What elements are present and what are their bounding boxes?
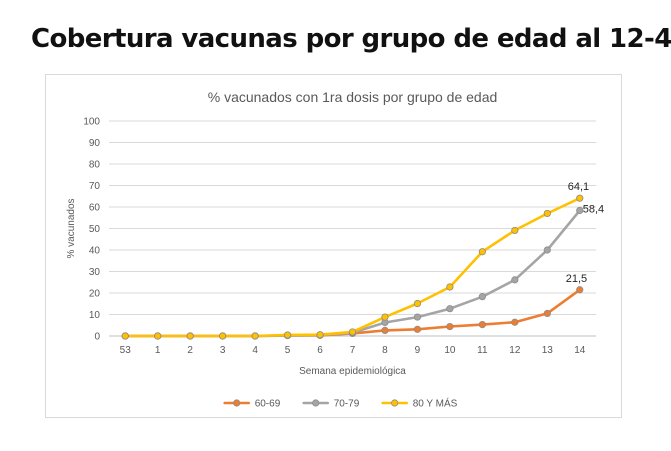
y-tick-label: 50 <box>89 224 101 235</box>
data-point <box>446 305 454 313</box>
x-tick-label: 4 <box>252 345 258 356</box>
legend-marker <box>312 399 320 407</box>
legend-marker <box>233 399 241 407</box>
data-point <box>511 318 519 326</box>
y-axis-title: % vacunados <box>66 198 77 258</box>
data-point <box>511 276 519 284</box>
x-tick-label: 11 <box>477 345 488 356</box>
page-title: Cobertura vacunas por grupo de edad al 1… <box>31 24 671 54</box>
x-tick-label: 3 <box>220 345 226 356</box>
data-point <box>121 332 129 340</box>
x-tick-label: 53 <box>120 345 132 356</box>
data-point <box>478 248 486 256</box>
x-tick-label: 13 <box>542 345 554 356</box>
data-point <box>381 313 389 321</box>
x-tick-label: 6 <box>317 345 323 356</box>
x-tick-label: 10 <box>444 345 456 356</box>
legend-label: 80 Y MÁS <box>413 397 458 410</box>
data-point <box>478 321 486 329</box>
y-tick-label: 10 <box>89 310 101 321</box>
legend-label: 60-69 <box>255 399 281 410</box>
y-tick-label: 70 <box>89 181 101 192</box>
data-point <box>576 286 584 294</box>
data-point <box>511 226 519 235</box>
series-line <box>123 196 582 338</box>
data-point <box>576 206 584 215</box>
x-tick-label: 5 <box>285 345 291 356</box>
data-label: 21,5 <box>566 273 587 285</box>
y-tick-label: 20 <box>89 289 101 300</box>
y-tick-label: 60 <box>89 203 101 214</box>
line-chart: % vacunados con 1ra dosis por grupo de e… <box>66 89 604 410</box>
y-tick-label: 30 <box>89 267 101 278</box>
x-tick-label: 2 <box>187 345 193 356</box>
x-tick-label: 9 <box>415 345 421 356</box>
data-point <box>543 209 551 218</box>
x-tick-label: 12 <box>509 345 521 356</box>
y-tick-label: 0 <box>94 332 100 343</box>
data-point <box>413 325 422 333</box>
data-point <box>576 194 584 202</box>
data-point <box>283 331 292 339</box>
data-point <box>251 332 259 340</box>
data-point <box>478 293 486 301</box>
chart-title: % vacunados con 1ra dosis por grupo de e… <box>208 89 498 105</box>
y-tick-label: 90 <box>89 138 101 149</box>
y-tick-label: 80 <box>89 160 101 171</box>
y-tick-label: 100 <box>83 117 100 128</box>
legend-label: 70-79 <box>334 399 360 410</box>
data-point <box>348 328 357 336</box>
data-point <box>446 283 454 291</box>
data-point <box>413 313 422 321</box>
y-tick-label: 40 <box>89 246 101 257</box>
x-tick-label: 8 <box>382 345 388 356</box>
data-point <box>381 326 389 335</box>
data-point <box>316 331 324 339</box>
data-point <box>219 332 227 340</box>
chart-frame: % vacunados con 1ra dosis por grupo de e… <box>45 74 622 418</box>
data-point <box>186 332 194 340</box>
x-tick-label: 7 <box>350 345 356 356</box>
x-tick-label: 14 <box>574 345 586 356</box>
data-point <box>154 332 162 340</box>
data-point <box>446 322 454 331</box>
data-label: 64,1 <box>568 181 589 193</box>
data-label: 58,4 <box>583 203 604 215</box>
x-axis-title: Semana epidemiológica <box>299 366 406 377</box>
x-tick-label: 1 <box>155 345 161 356</box>
data-point <box>543 246 551 254</box>
legend-marker <box>391 399 399 407</box>
data-point <box>543 309 551 318</box>
data-point <box>413 299 422 308</box>
